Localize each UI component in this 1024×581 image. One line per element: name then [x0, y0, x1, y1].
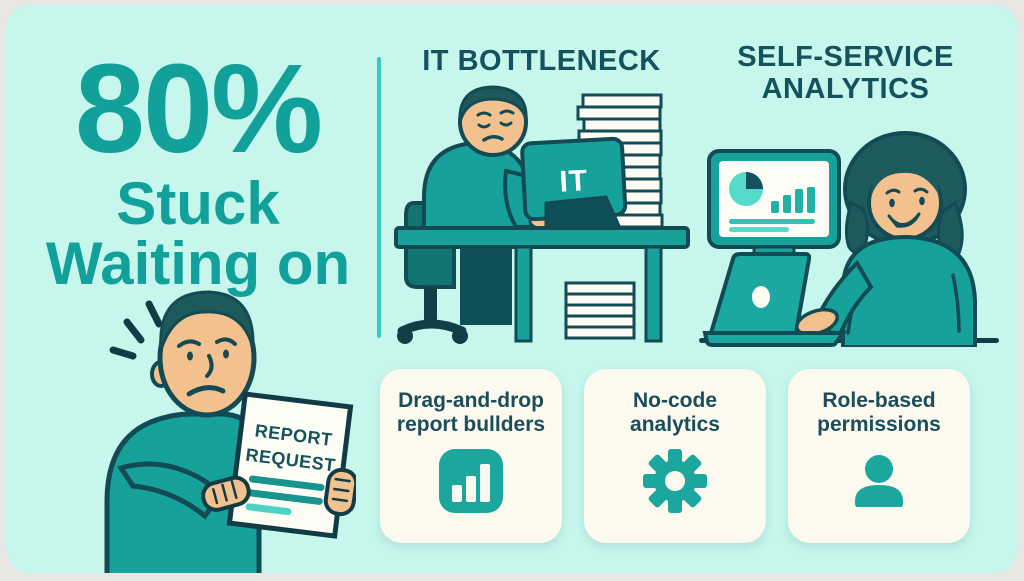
it-bottleneck-title: IT BOTTLENECK — [422, 45, 661, 77]
stat-value: 80% — [74, 38, 323, 179]
person-icon — [855, 455, 903, 508]
it-bottleneck-illustration: IT — [394, 85, 690, 344]
laptop-icon — [702, 252, 847, 347]
stat-caption-line1: Stuck — [116, 169, 280, 237]
dashboard-monitor — [707, 149, 841, 257]
infographic-panel: 80% Stuck Waiting on IT BOTTLENECK SELF-… — [6, 5, 1018, 573]
gear-icon — [643, 449, 707, 514]
dark-laptop-icon — [544, 195, 623, 230]
stat-block: 80% Stuck Waiting on — [28, 38, 368, 297]
left-hand — [201, 475, 251, 512]
feature-card-label: Drag-and-drop report bullders — [396, 389, 546, 437]
section-divider — [377, 57, 381, 338]
paper-stack-small-icon — [564, 281, 636, 340]
self-service-illustration — [699, 131, 999, 347]
report-paper: REPORT REQUEST — [226, 391, 354, 539]
stress-lines-icon — [109, 300, 163, 360]
self-service-title: SELF-SERVICE ANALYTICS — [737, 41, 954, 106]
bar-chart-mini-icon — [771, 187, 815, 213]
feature-card-label: Role-based permissions — [817, 389, 941, 437]
feature-card-role-based: Role-based permissions — [788, 369, 970, 543]
stat-caption-line2: Waiting on — [45, 229, 351, 297]
feature-card-label: No-code analytics — [630, 389, 720, 437]
right-hand — [323, 467, 356, 517]
monitor-label: IT — [559, 164, 589, 198]
feature-card-no-code: No-code analytics — [584, 369, 766, 543]
analyst-woman — [812, 131, 977, 347]
bar-chart-icon — [439, 449, 503, 514]
desk — [394, 226, 690, 343]
report-request-illustration: REPORT REQUEST — [104, 290, 356, 573]
feature-card-drag-and-drop: Drag-and-drop report bullders — [380, 369, 562, 543]
